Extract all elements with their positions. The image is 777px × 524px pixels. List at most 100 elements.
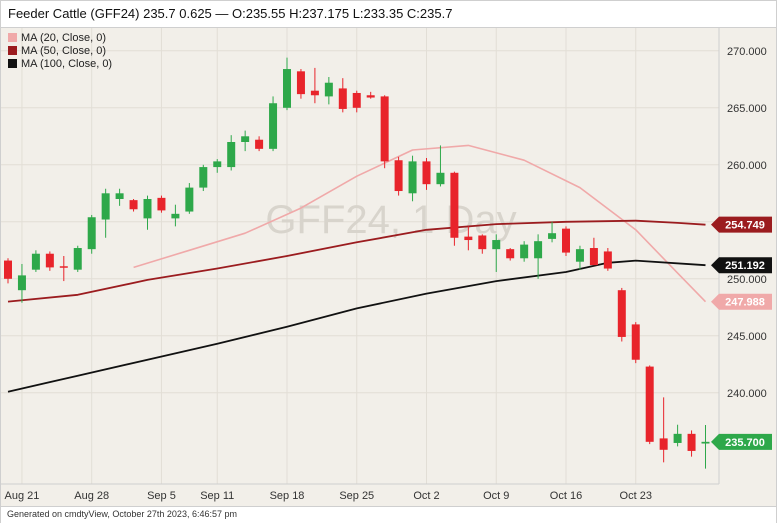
- price-tag: 254.749: [711, 216, 772, 233]
- price-tag-label: 247.988: [725, 297, 765, 309]
- candle-body: [492, 240, 501, 250]
- candle-body: [199, 167, 208, 188]
- candle-body: [296, 71, 305, 95]
- x-tick-label: Sep 25: [339, 490, 374, 502]
- y-tick-label: 260.000: [727, 160, 767, 172]
- candle: [673, 424, 682, 447]
- candle-body: [129, 200, 138, 210]
- candle-body: [408, 161, 417, 194]
- candle-body: [4, 260, 12, 279]
- candle-body: [241, 136, 250, 142]
- candle-body: [31, 253, 40, 270]
- candle-body: [17, 275, 26, 291]
- candle: [227, 135, 236, 171]
- x-tick-label: Sep 11: [200, 490, 234, 502]
- price-tag-shape: [711, 216, 772, 233]
- candle-body: [548, 233, 557, 239]
- candle-body: [478, 235, 487, 250]
- y-tick-label: 250.000: [727, 274, 767, 286]
- x-tick-label: Oct 9: [483, 490, 509, 502]
- candle-body: [87, 217, 96, 250]
- price-tag: 235.700: [711, 433, 772, 450]
- candle: [603, 248, 612, 271]
- candle-body: [394, 160, 403, 192]
- x-tick-label: Oct 23: [620, 490, 652, 502]
- price-tag-shape: [711, 257, 772, 274]
- candle-body: [562, 228, 570, 253]
- x-tick-label: Aug 21: [5, 490, 40, 502]
- candle-body: [73, 248, 82, 270]
- candle: [101, 188, 110, 238]
- candle: [241, 130, 250, 152]
- candle-body: [59, 266, 68, 268]
- candle: [534, 234, 543, 279]
- candle-body: [520, 244, 529, 259]
- candle: [659, 397, 668, 463]
- candle: [87, 214, 96, 254]
- legend-item-ma50[interactable]: MA (50, Close, 0): [8, 44, 112, 57]
- candle: [283, 57, 291, 111]
- candle: [617, 287, 626, 342]
- candle-body: [589, 248, 598, 266]
- price-tag-label: 254.749: [725, 220, 765, 232]
- candle: [338, 78, 347, 113]
- candle: [143, 195, 152, 230]
- candle-body: [673, 433, 682, 443]
- candle: [520, 241, 529, 262]
- candle: [589, 237, 598, 266]
- candle-body: [450, 172, 459, 238]
- legend-item-ma20[interactable]: MA (20, Close, 0): [8, 31, 112, 44]
- price-tag: 247.988: [711, 293, 772, 310]
- candle: [129, 199, 138, 212]
- y-tick-label: 270.000: [727, 46, 767, 58]
- candle: [324, 77, 333, 105]
- candle: [185, 183, 194, 214]
- x-tick-label: Oct 16: [550, 490, 582, 502]
- candle: [380, 95, 389, 169]
- legend: MA (20, Close, 0) MA (50, Close, 0) MA (…: [8, 31, 112, 70]
- candle: [478, 234, 487, 254]
- candle-body: [283, 69, 291, 108]
- legend-swatch: [8, 33, 17, 42]
- candle: [45, 251, 54, 271]
- candle-body: [213, 161, 222, 168]
- candle: [394, 156, 403, 196]
- candle: [408, 155, 417, 202]
- candle-body: [645, 366, 654, 442]
- candle: [436, 145, 445, 187]
- legend-label: MA (100, Close, 0): [21, 57, 113, 70]
- candle: [255, 136, 264, 152]
- candle-body: [157, 197, 166, 211]
- candle: [157, 195, 166, 213]
- candle: [4, 258, 12, 284]
- footer: Generated on cmdtyView, October 27th 202…: [1, 506, 776, 523]
- footer-text: Generated on cmdtyView, October 27th 202…: [7, 509, 237, 519]
- candle: [59, 256, 68, 282]
- candle: [171, 204, 180, 227]
- candle: [450, 171, 459, 246]
- candle: [562, 226, 570, 256]
- candle: [645, 365, 654, 445]
- candle: [701, 425, 710, 469]
- legend-item-ma100[interactable]: MA (100, Close, 0): [8, 57, 112, 70]
- candle: [366, 91, 375, 99]
- x-tick-label: Sep 18: [270, 490, 305, 502]
- price-tag-shape: [711, 433, 772, 450]
- candle-body: [185, 187, 194, 212]
- candle: [213, 159, 222, 173]
- candle-body: [701, 441, 710, 444]
- candle-body: [310, 90, 319, 96]
- candle-body: [603, 251, 612, 269]
- candle-body: [101, 193, 110, 220]
- candle: [548, 221, 557, 243]
- candle: [310, 67, 319, 104]
- candle-body: [575, 249, 584, 262]
- price-tag-label: 251.192: [725, 260, 765, 272]
- y-tick-label: 265.000: [727, 103, 767, 115]
- candle-body: [143, 199, 152, 219]
- candle: [269, 96, 278, 152]
- legend-label: MA (20, Close, 0): [21, 31, 106, 44]
- price-tag: 251.192: [711, 257, 772, 274]
